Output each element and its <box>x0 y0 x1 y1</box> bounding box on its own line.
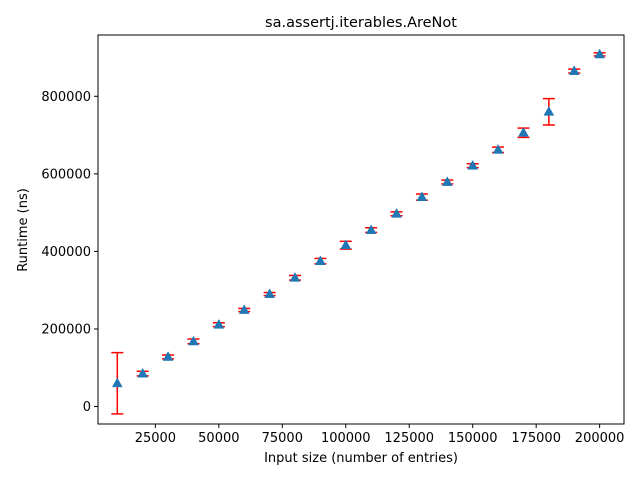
data-point-triangle <box>111 377 123 388</box>
data-point-triangle <box>518 127 529 137</box>
data-point-triangle <box>543 106 555 116</box>
y-tick-label: 800000 <box>41 90 91 105</box>
x-axis-label: Input size (number of entries) <box>264 451 458 466</box>
data-point-triangle <box>238 304 250 314</box>
data-point-triangle <box>492 144 504 154</box>
data-point-triangle <box>137 367 149 378</box>
axes-frame <box>97 34 625 425</box>
y-tick-label: 0 <box>83 400 91 415</box>
data-point-triangle <box>289 272 301 282</box>
data-point-triangle <box>594 48 605 59</box>
x-tick-label: 100000 <box>321 431 371 446</box>
data-point-triangle <box>162 351 174 361</box>
y-tick-label: 400000 <box>41 245 91 260</box>
plot-area <box>111 48 606 415</box>
data-point-triangle <box>467 159 479 170</box>
x-tick-label: 125000 <box>384 431 434 446</box>
y-tick-label: 600000 <box>41 167 91 182</box>
data-point-triangle <box>416 191 428 202</box>
data-point-triangle <box>391 208 402 218</box>
data-point-triangle <box>188 335 199 346</box>
data-point-triangle <box>441 176 453 186</box>
y-tick-label: 200000 <box>41 322 91 337</box>
chart-title: sa.assertj.iterables.AreNot <box>265 15 457 31</box>
x-tick-label: 75000 <box>262 431 303 446</box>
x-tick-label: 175000 <box>511 431 561 446</box>
data-point-triangle <box>340 239 352 250</box>
data-point-triangle <box>264 288 275 298</box>
data-point-triangle <box>365 224 377 234</box>
x-tick-label: 50000 <box>198 431 239 446</box>
x-axis: 25000 50000 75000 100000 125000 150000 175000 2… <box>135 424 625 446</box>
x-tick-label: 200000 <box>575 431 625 446</box>
y-axis: 0 200000 400000 600000 800000 <box>41 90 98 415</box>
x-tick-label: 150000 <box>448 431 498 446</box>
y-axis-label: Runtime (ns) <box>16 188 31 272</box>
data-point-triangle <box>568 65 580 75</box>
data-point-triangle <box>213 319 225 329</box>
data-point-triangle <box>315 255 326 265</box>
x-tick-label: 25000 <box>135 431 176 446</box>
